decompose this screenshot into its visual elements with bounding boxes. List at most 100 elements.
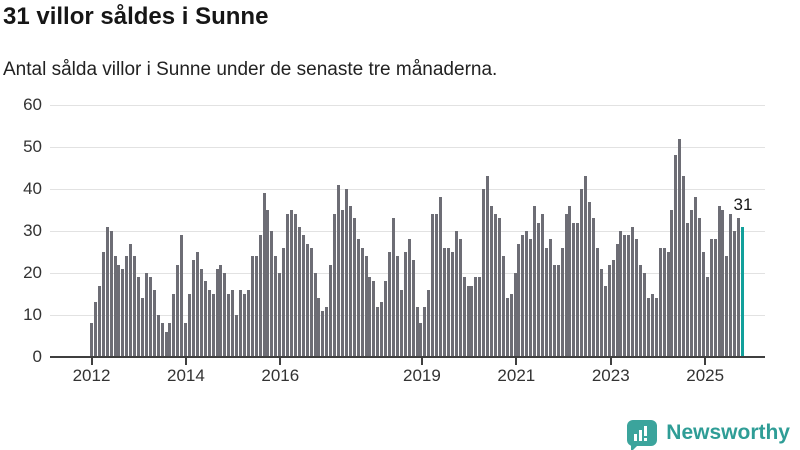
x-axis-tick <box>515 358 518 365</box>
bar <box>631 226 635 357</box>
bar <box>490 205 494 357</box>
bar <box>564 214 568 357</box>
bar <box>399 289 403 357</box>
bar <box>725 256 729 357</box>
bar <box>368 277 372 357</box>
bar <box>576 222 580 357</box>
y-axis-label: 10 <box>23 305 42 324</box>
bar <box>686 222 690 357</box>
bar <box>266 210 270 357</box>
bar <box>235 315 239 357</box>
bar <box>623 235 627 357</box>
gridline <box>50 314 765 316</box>
x-axis-tick <box>279 358 282 365</box>
bar <box>454 231 458 357</box>
bar <box>90 323 93 357</box>
bar <box>325 306 329 357</box>
bar <box>592 218 595 357</box>
bar <box>588 201 592 357</box>
bar <box>709 239 713 357</box>
bar <box>258 235 262 357</box>
bar <box>97 285 101 357</box>
bar <box>666 252 670 357</box>
bar <box>301 235 305 357</box>
bar <box>223 273 227 357</box>
x-axis-label: 2019 <box>403 366 441 385</box>
bar <box>231 289 235 357</box>
bar <box>607 264 611 357</box>
bar <box>721 210 725 357</box>
bar <box>560 247 564 357</box>
bar <box>662 247 666 357</box>
bar <box>270 231 274 357</box>
bar <box>415 306 419 357</box>
bar <box>215 268 219 357</box>
bar <box>701 252 705 357</box>
x-axis-label: 2025 <box>686 366 725 385</box>
bar <box>164 331 168 357</box>
bar <box>360 247 364 357</box>
bar <box>309 247 313 357</box>
bar <box>450 252 454 357</box>
bar <box>658 247 662 357</box>
bar <box>462 277 466 357</box>
bar <box>478 277 482 357</box>
y-axis-label: 30 <box>23 221 42 240</box>
bar <box>544 247 548 357</box>
y-axis-label: 0 <box>32 347 42 366</box>
bar <box>627 235 631 357</box>
bar <box>172 294 176 357</box>
bar <box>297 226 301 357</box>
bar <box>93 302 97 357</box>
bar <box>427 289 431 357</box>
bar <box>184 323 188 357</box>
bar <box>548 239 552 357</box>
bar <box>470 285 474 357</box>
bar <box>423 306 427 357</box>
bar <box>603 285 607 357</box>
x-axis-label: 2021 <box>497 366 536 385</box>
bar <box>717 205 721 357</box>
bar <box>611 260 615 357</box>
x-axis-line <box>50 356 765 358</box>
bar <box>344 189 348 357</box>
bar <box>697 218 701 357</box>
bar <box>693 197 697 357</box>
bar <box>737 218 741 357</box>
bar <box>140 298 144 357</box>
bar <box>203 281 207 357</box>
gridline <box>50 272 765 274</box>
bar <box>282 247 286 357</box>
bar <box>642 273 646 357</box>
bar <box>125 256 129 357</box>
gridline <box>50 146 765 148</box>
bar <box>278 273 282 357</box>
chart-subtitle: Antal sålda villor i Sunne under de sena… <box>3 59 498 80</box>
bar <box>678 138 682 357</box>
bar <box>109 231 113 357</box>
bar-current <box>741 226 745 357</box>
x-axis-tick <box>90 358 93 365</box>
bar <box>160 323 164 357</box>
bar <box>242 294 246 357</box>
bar <box>380 302 384 357</box>
bar <box>133 256 137 357</box>
bar <box>195 252 199 357</box>
bar <box>572 222 576 357</box>
y-axis-label: 40 <box>23 179 42 198</box>
bar <box>211 294 215 357</box>
bar <box>541 214 545 357</box>
bar <box>274 256 278 357</box>
bar <box>188 294 192 357</box>
bar <box>670 210 674 357</box>
bar <box>654 298 658 357</box>
bar <box>333 214 337 357</box>
bar <box>156 315 160 357</box>
newsworthy-logo-icon <box>627 420 658 450</box>
bar <box>650 294 654 357</box>
bar <box>286 214 290 357</box>
bar <box>317 298 321 357</box>
bar <box>568 205 572 357</box>
gridline <box>50 188 765 190</box>
bar <box>144 273 148 357</box>
